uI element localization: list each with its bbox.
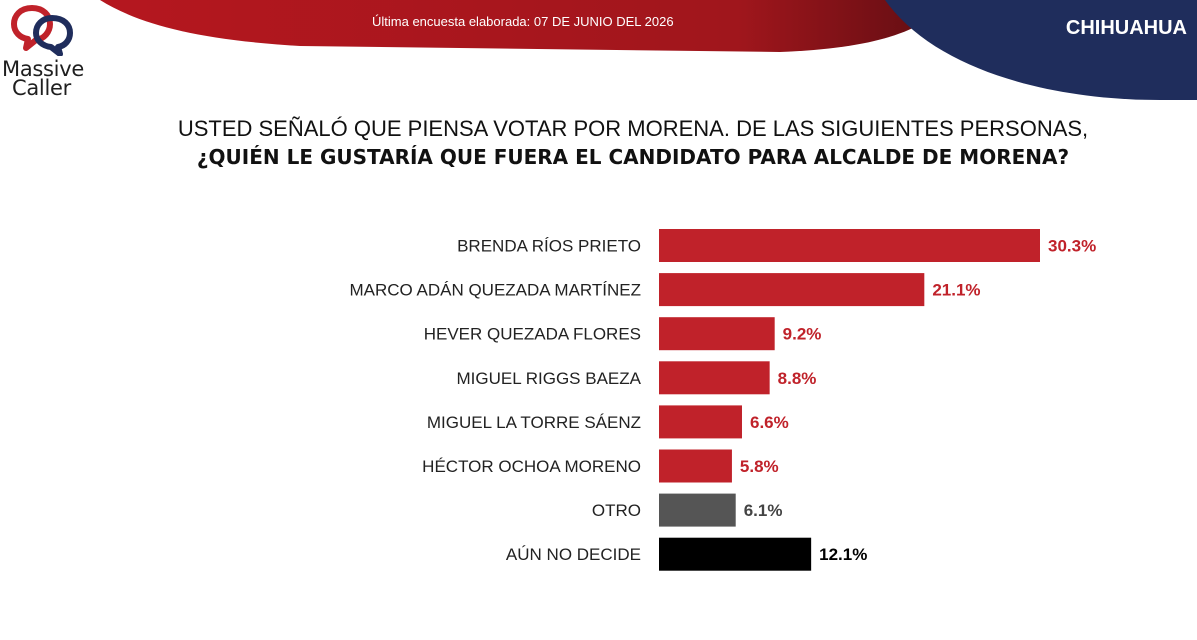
category-label: MIGUEL LA TORRE SÁENZ [427,413,641,432]
category-label: HEVER QUEZADA FLORES [424,325,641,344]
value-label: 30.3% [1048,237,1096,256]
brand-name-line1: Massive [2,57,84,81]
chat-bubbles-icon [11,5,73,56]
bar [659,361,770,395]
category-label: BRENDA RÍOS PRIETO [457,237,641,256]
value-label: 5.8% [740,457,779,476]
question-line1: USTED SEÑALÓ QUE PIENSA VOTAR POR MORENA… [177,116,1089,141]
bar [659,449,732,483]
bar [659,405,742,439]
category-label: MIGUEL RIGGS BAEZA [456,369,641,388]
value-label: 8.8% [778,369,817,388]
value-label: 9.2% [783,325,822,344]
category-label: OTRO [592,501,641,520]
question-line2: ¿QUIÉN LE GUSTARÍA QUE FUERA EL CANDIDAT… [196,145,1070,169]
value-label: 6.6% [750,413,789,432]
category-label: AÚN NO DECIDE [506,545,641,564]
header-banner [100,0,1197,100]
brand-name-line2: Caller [12,76,71,100]
bar [659,317,775,351]
value-label: 12.1% [819,545,867,564]
massive-caller-logo: Massive Caller [0,2,92,102]
banner-red-shape [100,0,950,52]
value-label: 6.1% [744,501,783,520]
category-label: HÉCTOR OCHOA MORENO [422,457,641,476]
bar [659,537,812,571]
question-title: USTED SEÑALÓ QUE PIENSA VOTAR POR MORENA… [0,114,1197,172]
category-label: MARCO ADÁN QUEZADA MARTÍNEZ [349,281,641,300]
survey-date: Última encuesta elaborada: 07 DE JUNIO D… [372,14,674,29]
bar [659,273,925,307]
banner-navy-shape [885,0,1197,100]
bar [659,493,736,527]
state-name: CHIHUAHUA [1065,17,1187,39]
value-label: 21.1% [932,281,980,300]
bar [659,229,1040,262]
